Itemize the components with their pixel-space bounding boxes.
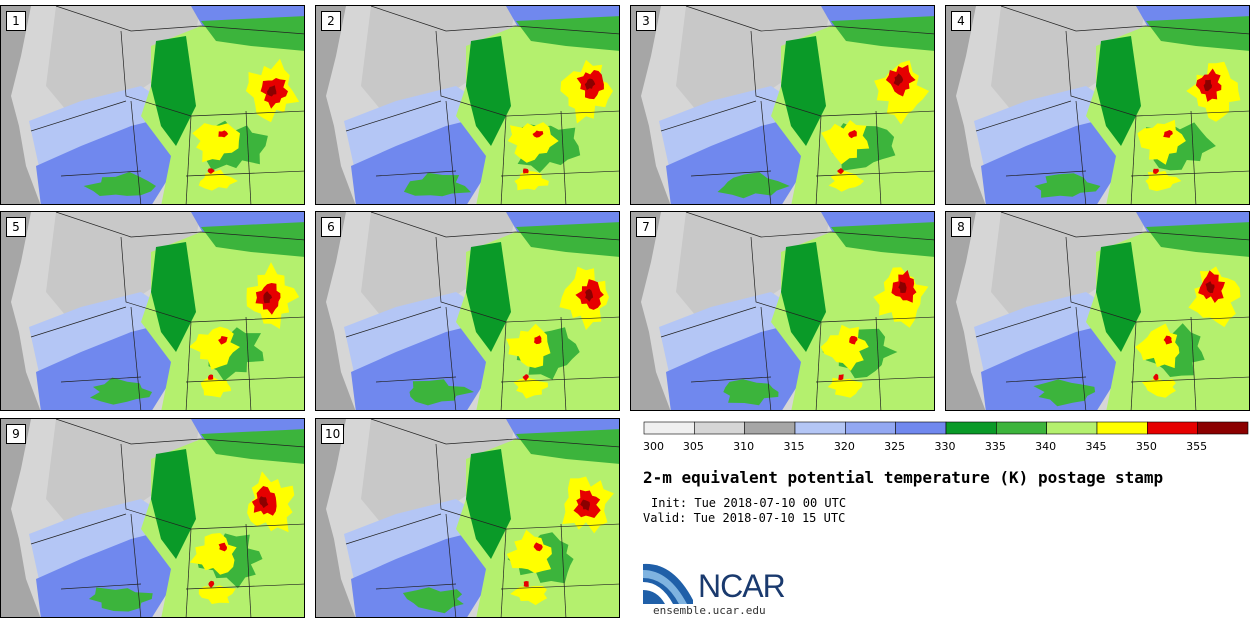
colorbar-bin (895, 421, 947, 435)
colorbar-bin (744, 421, 796, 435)
member-label: 9 (6, 424, 26, 444)
colorbar-tick-label: 355 (1186, 440, 1208, 453)
colorbar-tick-labels: 300 305 310 315 320 325 330 335 340 345 350 355 (643, 440, 1253, 456)
member-map-1 (1, 6, 304, 204)
member-panel-7: 7 (630, 211, 935, 411)
colorbar-bin (1197, 421, 1249, 435)
colorbar-tick-label: 300 (643, 440, 664, 453)
logo-text: NCAR (698, 568, 786, 604)
colorbar-tick-label: 345 (1085, 440, 1107, 453)
member-panel-10: 10 (315, 418, 620, 618)
member-map-4 (946, 6, 1249, 204)
colorbar-bin (794, 421, 846, 435)
colorbar-tick-label: 305 (682, 440, 704, 453)
member-panel-9: 9 (0, 418, 305, 618)
member-label: 6 (321, 217, 341, 237)
colorbar-bin (694, 421, 745, 435)
colorbar-tick-label: 330 (934, 440, 956, 453)
member-map-8 (946, 212, 1249, 410)
colorbar-tick-label: 315 (783, 440, 805, 453)
member-label: 10 (321, 424, 345, 444)
ncar-logo-icon (643, 563, 693, 604)
member-map-9 (1, 419, 304, 617)
member-panel-4: 4 (945, 5, 1250, 205)
member-panel-3: 3 (630, 5, 935, 205)
member-label: 2 (321, 11, 341, 31)
colorbar-bin (996, 421, 1047, 435)
colorbar-tick-label: 350 (1135, 440, 1157, 453)
member-map-5 (1, 212, 304, 410)
colorbar-tick-label: 310 (733, 440, 755, 453)
member-label: 3 (636, 11, 656, 31)
map-title: 2-m equivalent potential temperature (K)… (643, 468, 1164, 487)
member-label: 8 (951, 217, 971, 237)
member-map-6 (316, 212, 619, 410)
member-label: 7 (636, 217, 656, 237)
valid-time: Valid: Tue 2018-07-10 15 UTC (643, 511, 846, 525)
colorbar-bin (1147, 421, 1198, 435)
member-label: 4 (951, 11, 971, 31)
colorbar-bin (845, 421, 896, 435)
member-panel-1: 1 (0, 5, 305, 205)
member-map-7 (631, 212, 934, 410)
colorbar-tick-label: 340 (1035, 440, 1057, 453)
member-map-3 (631, 6, 934, 204)
member-panel-8: 8 (945, 211, 1250, 411)
member-map-10 (316, 419, 619, 617)
member-label: 1 (6, 11, 26, 31)
colorbar-tick-label: 320 (833, 440, 855, 453)
colorbar-tick-label: 325 (884, 440, 906, 453)
colorbar (643, 421, 1249, 435)
member-panel-5: 5 (0, 211, 305, 411)
member-panel-6: 6 (315, 211, 620, 411)
init-time: Init: Tue 2018-07-10 00 UTC (651, 496, 847, 510)
colorbar-bin (1046, 421, 1098, 435)
colorbar-tick-label: 335 (984, 440, 1006, 453)
logo-site: ensemble.ucar.edu (653, 604, 766, 617)
member-label: 5 (6, 217, 26, 237)
member-map-2 (316, 6, 619, 204)
colorbar-bin (945, 421, 997, 435)
colorbar-bin (643, 421, 695, 435)
colorbar-bin (1096, 421, 1148, 435)
member-panel-2: 2 (315, 5, 620, 205)
